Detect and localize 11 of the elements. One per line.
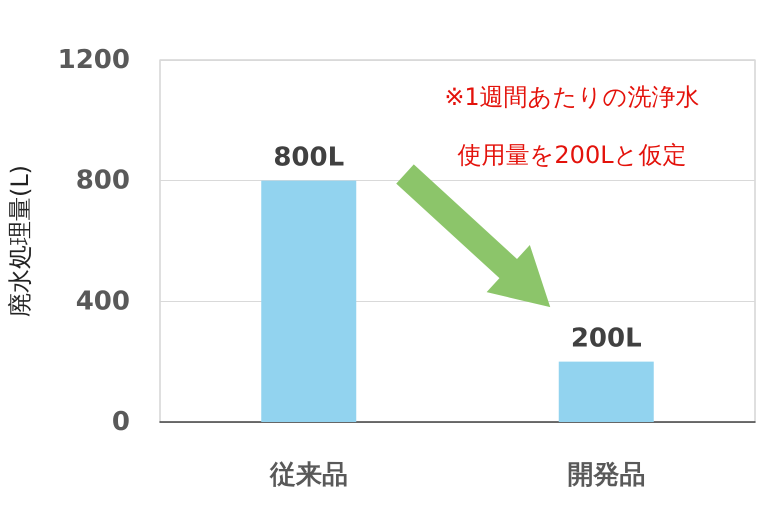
data-label: 200L [570,324,642,354]
y-tick-label: 1200 [58,45,130,75]
annotation: ※1週間あたりの洗浄水 [444,83,700,111]
x-tick-label: 従来品 [268,460,348,490]
y-tick-label: 800 [76,166,130,196]
x-tick-label: 開発品 [567,460,646,490]
annotation: 使用量を200Lと仮定 [457,141,687,169]
y-tick-label: 0 [112,407,130,437]
data-label: 800L [273,142,344,173]
y-tick-label: 400 [76,286,130,316]
y-axis-title: 廃水処理量(L) [6,164,34,318]
